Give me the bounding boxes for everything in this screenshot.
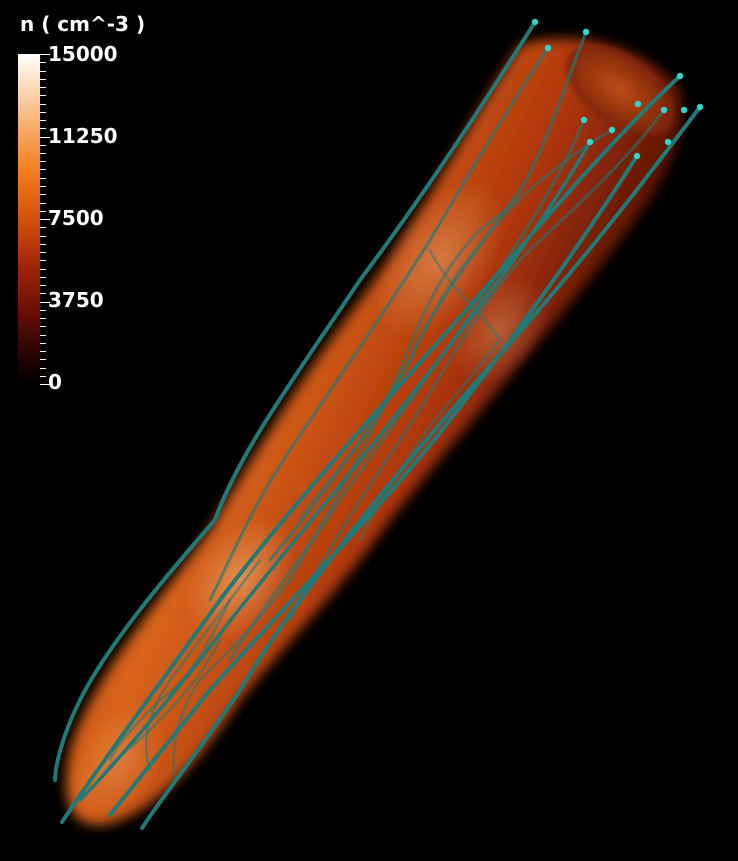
colorbar-ticks xyxy=(40,54,52,385)
colorbar-label-3750: 3750 xyxy=(48,288,104,312)
colorbar-minor-tick xyxy=(40,277,46,278)
colorbar-minor-tick xyxy=(40,211,46,212)
field-line xyxy=(172,578,292,782)
field-line-tip xyxy=(582,28,590,36)
field-line xyxy=(144,558,262,772)
colorbar-minor-tick xyxy=(40,79,46,80)
field-line-tip xyxy=(608,126,616,134)
colorbar-major-tick xyxy=(40,219,50,220)
field-line-tip xyxy=(580,116,588,124)
colorbar-minor-tick xyxy=(40,153,46,154)
colorbar-minor-tick xyxy=(40,376,46,377)
colorbar-gradient xyxy=(18,54,40,384)
colorbar-minor-tick xyxy=(40,343,46,344)
colorbar-minor-tick xyxy=(40,227,46,228)
tube-end-cap xyxy=(565,44,675,136)
colorbar-minor-tick xyxy=(40,128,46,129)
colorbar-major-tick xyxy=(40,302,50,303)
colorbar-major-tick xyxy=(40,384,50,385)
colorbar-title: n ( cm^-3 ) xyxy=(20,12,146,36)
colorbar-minor-tick xyxy=(40,244,46,245)
colorbar-minor-tick xyxy=(40,169,46,170)
field-line xyxy=(298,198,522,522)
bright-region-upper xyxy=(374,180,506,340)
field-line xyxy=(288,108,666,622)
field-line xyxy=(108,598,232,762)
density-tube xyxy=(66,38,682,826)
field-line xyxy=(53,20,537,782)
field-line-tips xyxy=(531,18,704,160)
field-line xyxy=(140,105,702,830)
field-line-tip xyxy=(634,100,642,108)
field-line xyxy=(108,154,639,817)
field-line xyxy=(358,248,502,542)
colorbar-major-tick xyxy=(40,137,50,138)
colorbar-label-7500: 7500 xyxy=(48,206,104,230)
field-line-tip xyxy=(696,103,704,111)
colorbar-minor-tick xyxy=(40,236,46,237)
colorbar-minor-tick xyxy=(40,326,46,327)
colorbar-minor-tick xyxy=(40,368,46,369)
field-line-tip xyxy=(544,44,552,52)
colorbar-minor-tick xyxy=(40,62,46,63)
colorbar-minor-tick xyxy=(40,161,46,162)
colorbar-minor-tick xyxy=(40,194,46,195)
field-line xyxy=(208,46,550,602)
colorbar-major-tick xyxy=(40,54,50,55)
colorbar-minor-tick xyxy=(40,178,46,179)
colorbar-minor-tick xyxy=(40,112,46,113)
field-line xyxy=(60,74,682,824)
field-line-tip xyxy=(531,18,539,26)
colorbar-minor-tick xyxy=(40,104,46,105)
field-line-tip xyxy=(680,106,688,114)
colorbar-minor-tick xyxy=(40,335,46,336)
colorbar-minor-tick xyxy=(40,203,46,204)
colorbar-minor-tick xyxy=(40,260,46,261)
colorbar-minor-tick xyxy=(40,120,46,121)
colorbar-minor-tick xyxy=(40,359,46,360)
colorbar-minor-tick xyxy=(40,186,46,187)
colorbar-minor-tick xyxy=(40,71,46,72)
field-line-tip xyxy=(664,138,672,146)
colorbar-minor-tick xyxy=(40,318,46,319)
colorbar-minor-tick xyxy=(40,95,46,96)
field-line xyxy=(98,638,222,782)
colorbar-minor-tick xyxy=(40,293,46,294)
colorbar-minor-tick xyxy=(40,269,46,270)
colorbar-minor-tick xyxy=(40,145,46,146)
colorbar-minor-tick xyxy=(40,87,46,88)
colorbar-label-min: 0 xyxy=(48,370,62,394)
colorbar-label-max: 15000 xyxy=(48,42,118,66)
colorbar-label-11250: 11250 xyxy=(48,124,118,148)
field-line xyxy=(228,118,586,662)
colorbar-minor-tick xyxy=(40,351,46,352)
colorbar-legend: n ( cm^-3 ) 15000 11250 7500 3750 0 xyxy=(18,8,178,393)
field-line-tip xyxy=(660,106,668,114)
field-line xyxy=(288,128,614,582)
field-line-tip xyxy=(586,138,594,146)
bright-region-middle xyxy=(452,275,548,385)
colorbar-minor-tick xyxy=(40,252,46,253)
field-line-tip xyxy=(676,72,684,80)
field-line-tip xyxy=(633,152,641,160)
magnetic-field-lines xyxy=(53,20,702,830)
colorbar-minor-tick xyxy=(40,285,46,286)
colorbar-minor-tick xyxy=(40,310,46,311)
